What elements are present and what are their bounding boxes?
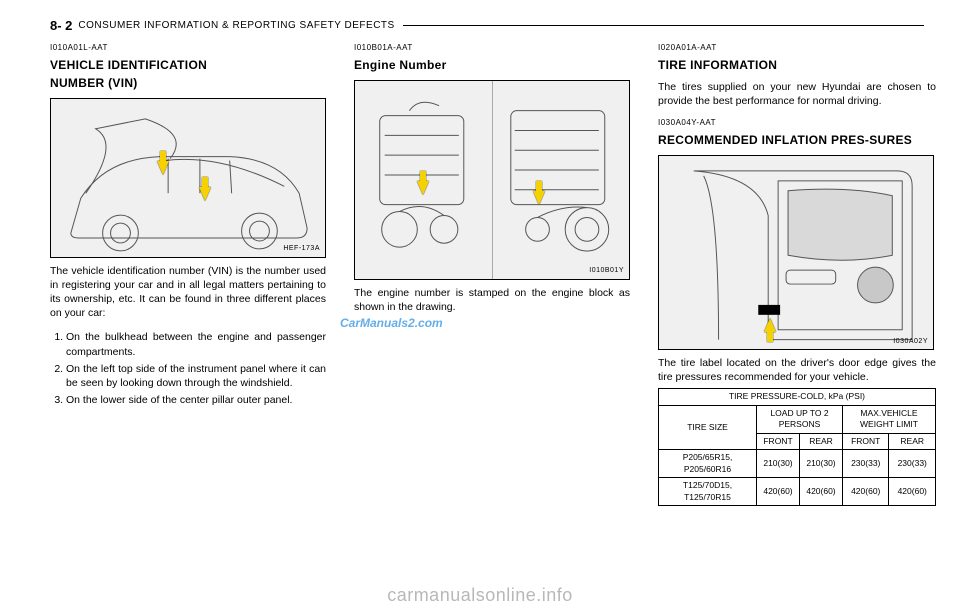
section-code: I010A01L-AAT bbox=[50, 43, 326, 54]
page-number: 8- 2 bbox=[50, 18, 72, 33]
table-cell: 420(60) bbox=[889, 478, 936, 506]
engine-illustration-right-icon bbox=[493, 81, 629, 279]
table-header: MAX.VEHICLE WEIGHT LIMIT bbox=[843, 405, 936, 433]
tire-label-arrow-icon bbox=[764, 318, 776, 332]
vin-paragraph: The vehicle identification number (VIN) … bbox=[50, 264, 326, 321]
title-line-2: NUMBER (VIN) bbox=[50, 76, 138, 90]
list-item: On the lower side of the center pillar o… bbox=[66, 393, 326, 407]
section-title: Engine Number bbox=[354, 56, 630, 74]
table-cell: 210(30) bbox=[800, 450, 843, 478]
vin-arrow-icon bbox=[199, 187, 211, 201]
table-subheader: REAR bbox=[889, 433, 936, 449]
figure-label: HEF-173A bbox=[283, 244, 320, 253]
table-caption: TIRE PRESSURE-COLD, kPa (PSI) bbox=[659, 389, 936, 405]
section-code: I020A01A-AAT bbox=[658, 43, 936, 54]
table-cell: 420(60) bbox=[757, 478, 800, 506]
page-header: 8- 2 CONSUMER INFORMATION & REPORTING SA… bbox=[50, 18, 924, 33]
table-cell: 420(60) bbox=[800, 478, 843, 506]
figure-label: I030A02Y bbox=[893, 337, 928, 346]
vin-list: On the bulkhead between the engine and p… bbox=[50, 330, 326, 407]
list-item: On the left top side of the instrument p… bbox=[66, 362, 326, 390]
tire-pressure-table: TIRE PRESSURE-COLD, kPa (PSI) TIRE SIZE … bbox=[658, 388, 936, 506]
table-header: TIRE SIZE bbox=[659, 405, 757, 449]
table-subheader: FRONT bbox=[843, 433, 889, 449]
header-title: CONSUMER INFORMATION & REPORTING SAFETY … bbox=[78, 20, 394, 31]
car-illustration-icon bbox=[51, 99, 325, 258]
column-2: I010B01A-AAT Engine Number bbox=[354, 43, 630, 550]
watermark-carmanuals2: CarManuals2.com bbox=[340, 316, 443, 330]
engine-paragraph: The engine number is stamped on the engi… bbox=[354, 286, 630, 314]
table-row: P205/65R15, P205/60R16 210(30) 210(30) 2… bbox=[659, 450, 936, 478]
list-item: On the bulkhead between the engine and p… bbox=[66, 330, 326, 358]
door-figure: I030A02Y bbox=[658, 155, 934, 350]
table-row: T125/70D15, T125/70R15 420(60) 420(60) 4… bbox=[659, 478, 936, 506]
header-rule bbox=[403, 25, 924, 26]
table-header: LOAD UP TO 2 PERSONS bbox=[757, 405, 843, 433]
table-subheader: REAR bbox=[800, 433, 843, 449]
vin-arrow-icon bbox=[157, 161, 169, 175]
engine-arrow-icon bbox=[417, 181, 429, 195]
tire-info-paragraph: The tires supplied on your new Hyundai a… bbox=[658, 80, 936, 108]
vin-figure: HEF-173A bbox=[50, 98, 326, 258]
section-title: RECOMMENDED INFLATION PRES-SURES bbox=[658, 131, 936, 149]
engine-arrow-icon bbox=[533, 191, 545, 205]
figure-label: I010B01Y bbox=[589, 266, 624, 275]
tire-label-paragraph: The tire label located on the driver's d… bbox=[658, 356, 936, 384]
title-line-1: VEHICLE IDENTIFICATION bbox=[50, 58, 207, 72]
door-illustration-icon bbox=[659, 156, 933, 350]
section-title: VEHICLE IDENTIFICATION NUMBER (VIN) bbox=[50, 56, 326, 92]
section-title: TIRE INFORMATION bbox=[658, 56, 936, 74]
column-3: I020A01A-AAT TIRE INFORMATION The tires … bbox=[658, 43, 936, 550]
table-cell: 230(33) bbox=[843, 450, 889, 478]
table-cell: T125/70D15, T125/70R15 bbox=[659, 478, 757, 506]
watermark-carmanualsonline: carmanualsonline.info bbox=[0, 585, 960, 606]
table-cell: 230(33) bbox=[889, 450, 936, 478]
table-cell: 210(30) bbox=[757, 450, 800, 478]
table-cell: 420(60) bbox=[843, 478, 889, 506]
section-code: I030A04Y-AAT bbox=[658, 118, 936, 129]
engine-figure: I010B01Y bbox=[354, 80, 630, 280]
table-subheader: FRONT bbox=[757, 433, 800, 449]
table-cell: P205/65R15, P205/60R16 bbox=[659, 450, 757, 478]
column-1: I010A01L-AAT VEHICLE IDENTIFICATION NUMB… bbox=[50, 43, 326, 550]
section-code: I010B01A-AAT bbox=[354, 43, 630, 54]
